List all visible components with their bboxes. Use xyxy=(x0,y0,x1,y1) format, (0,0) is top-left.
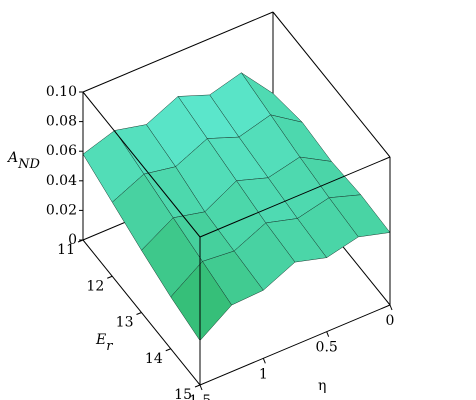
x-tick-label: 15 xyxy=(174,387,192,400)
x-tick xyxy=(136,312,142,315)
box-edge xyxy=(82,11,274,93)
box-edge xyxy=(199,304,391,386)
y-axis-title: η xyxy=(318,378,326,394)
y-tick xyxy=(326,331,330,337)
x-axis-title-sub: r xyxy=(106,339,113,354)
box-edge xyxy=(272,11,391,158)
surface xyxy=(82,72,391,342)
box-front xyxy=(82,11,391,386)
x-tick-label: 12 xyxy=(86,278,104,294)
x-tick xyxy=(77,239,84,243)
z-tick-label: 0.02 xyxy=(46,202,77,218)
x-axis-title-main: E xyxy=(95,332,106,348)
box-edge xyxy=(82,91,201,238)
y-tick xyxy=(389,304,393,311)
x-tick xyxy=(194,384,201,388)
y-tick-label: 1.5 xyxy=(189,393,211,400)
x-tick xyxy=(107,275,113,279)
x-tick-label: 11 xyxy=(57,242,75,258)
x-tick-label: 14 xyxy=(145,351,163,367)
y-tick-label: 0 xyxy=(386,313,395,329)
x-tick xyxy=(165,348,171,352)
box-edge xyxy=(199,156,391,238)
z-tick-label: 0.06 xyxy=(46,143,77,159)
z-tick-label: 0.08 xyxy=(46,114,77,130)
y-tick xyxy=(262,358,266,364)
z-tick-label: 0 xyxy=(68,232,77,248)
x-tick-label: 13 xyxy=(116,315,134,331)
y-tick-label: 1 xyxy=(259,366,268,382)
z-axis-title: AND xyxy=(6,150,41,172)
z-axis-title-sub: ND xyxy=(17,157,40,172)
z-axis-title-main: A xyxy=(6,150,18,166)
z-tick-label: 0.10 xyxy=(46,84,77,100)
x-axis-title: Er xyxy=(95,332,113,354)
y-tick xyxy=(199,384,203,391)
labels: AND Er η 0 0.02 0.04 0.06 0.08 0.10 11 12 13 14 15… xyxy=(6,84,394,400)
z-tick-label: 0.04 xyxy=(46,173,77,189)
y-tick-label: 0.5 xyxy=(316,340,338,356)
